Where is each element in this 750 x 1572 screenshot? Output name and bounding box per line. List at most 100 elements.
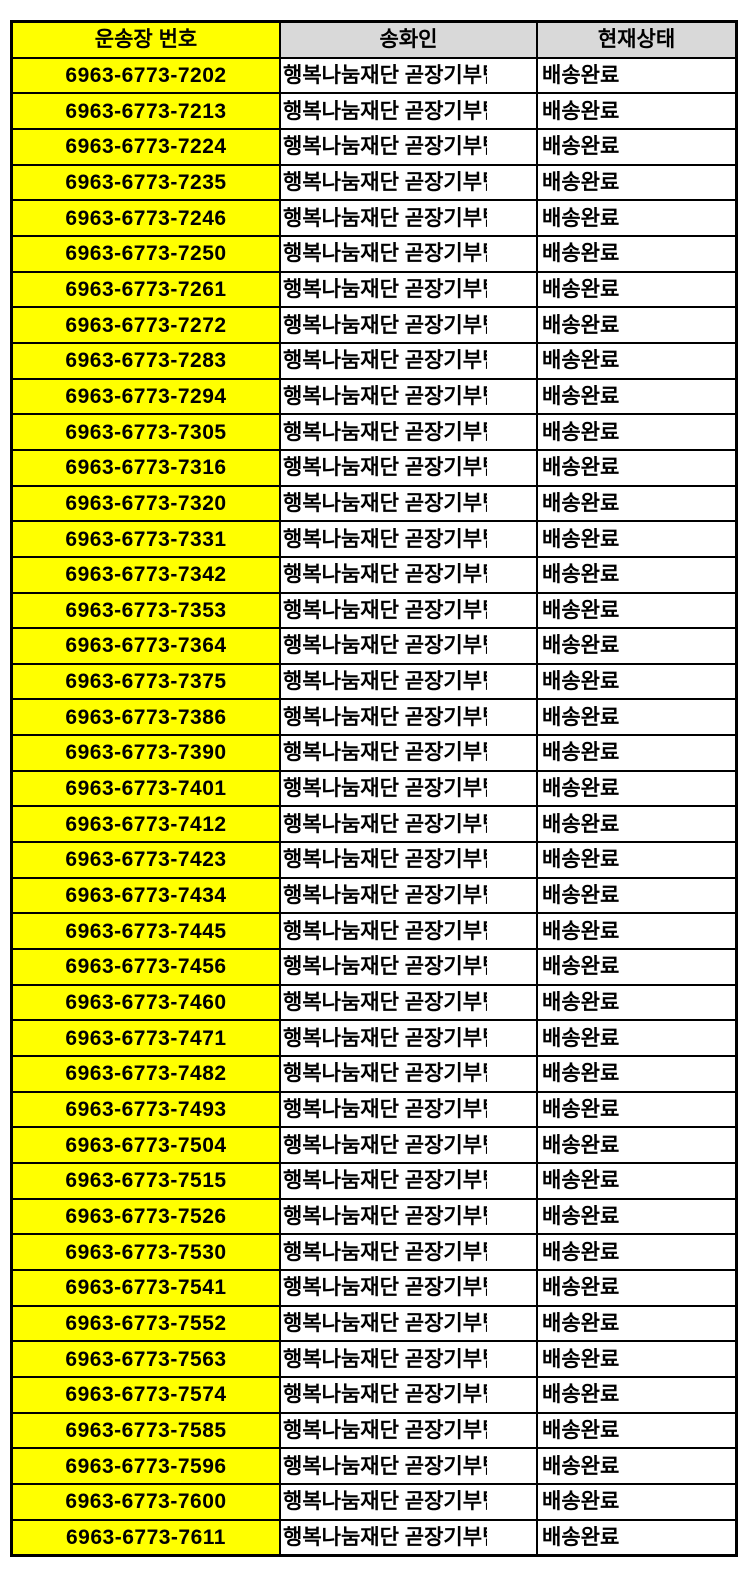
status-cell[interactable]: 배송완료 [538,843,735,877]
status-cell[interactable]: 배송완료 [538,236,735,271]
sender-cell[interactable]: 행복나눔재단 곧장기부 팀 [281,1128,536,1162]
status-cell[interactable]: 배송완료 [538,522,735,556]
sender-cell[interactable]: 행복나눔재단 곧장기부 팀 [281,308,536,342]
status-cell[interactable]: 배송완료 [538,308,735,342]
tracking-number-cell[interactable]: 6963-6773-7596 [13,1449,279,1483]
tracking-number-cell[interactable]: 6963-6773-7224 [13,129,279,164]
tracking-number-cell[interactable]: 6963-6773-7283 [13,343,279,378]
status-cell[interactable]: 배송완료 [538,1057,735,1091]
tracking-number-cell[interactable]: 6963-6773-7412 [13,807,279,842]
sender-cell[interactable]: 행복나눔재단 곧장기부 팀 [281,236,536,271]
tracking-number-cell[interactable]: 6963-6773-7600 [13,1484,279,1519]
status-cell[interactable]: 배송완료 [538,1413,735,1448]
sender-cell[interactable]: 행복나눔재단 곧장기부 팀 [281,629,536,663]
status-cell[interactable]: 배송완료 [538,94,735,128]
status-cell[interactable]: 배송완료 [538,1164,735,1198]
sender-cell[interactable]: 행복나눔재단 곧장기부 팀 [281,1520,536,1555]
status-cell[interactable]: 배송완료 [538,129,735,164]
status-cell[interactable]: 배송완료 [538,486,735,521]
status-cell[interactable]: 배송완료 [538,664,735,699]
sender-cell[interactable]: 행복나눔재단 곧장기부 팀 [281,1484,536,1519]
tracking-number-cell[interactable]: 6963-6773-7331 [13,522,279,556]
sender-cell[interactable]: 행복나눔재단 곧장기부 팀 [281,415,536,449]
sender-cell[interactable]: 행복나눔재단 곧장기부 팀 [281,486,536,521]
status-cell[interactable]: 배송완료 [538,1484,735,1519]
tracking-number-cell[interactable]: 6963-6773-7460 [13,985,279,1020]
tracking-number-cell[interactable]: 6963-6773-7342 [13,557,279,592]
tracking-number-cell[interactable]: 6963-6773-7611 [13,1520,279,1555]
tracking-number-cell[interactable]: 6963-6773-7294 [13,379,279,414]
status-cell[interactable]: 배송완료 [538,1449,735,1483]
tracking-number-cell[interactable]: 6963-6773-7246 [13,201,279,235]
status-cell[interactable]: 배송완료 [538,1306,735,1341]
sender-cell[interactable]: 행복나눔재단 곧장기부 팀 [281,736,536,770]
status-cell[interactable]: 배송완료 [538,1092,735,1127]
status-cell[interactable]: 배송완료 [538,1342,735,1376]
tracking-number-cell[interactable]: 6963-6773-7585 [13,1413,279,1448]
sender-cell[interactable]: 행복나눔재단 곧장기부 팀 [281,450,536,485]
status-cell[interactable]: 배송완료 [538,807,735,842]
tracking-number-cell[interactable]: 6963-6773-7375 [13,664,279,699]
tracking-number-cell[interactable]: 6963-6773-7316 [13,450,279,485]
status-cell[interactable]: 배송완료 [538,1021,735,1056]
sender-cell[interactable]: 행복나눔재단 곧장기부 팀 [281,878,536,913]
tracking-number-cell[interactable]: 6963-6773-7515 [13,1164,279,1198]
status-cell[interactable]: 배송완료 [538,1235,735,1269]
sender-cell[interactable]: 행복나눔재단 곧장기부 팀 [281,1092,536,1127]
tracking-number-cell[interactable]: 6963-6773-7386 [13,700,279,735]
sender-cell[interactable]: 행복나눔재단 곧장기부 팀 [281,165,536,200]
status-cell[interactable]: 배송완료 [538,557,735,592]
sender-cell[interactable]: 행복나눔재단 곧장기부 팀 [281,272,536,307]
sender-cell[interactable]: 행복나눔재단 곧장기부 팀 [281,129,536,164]
status-cell[interactable]: 배송완료 [538,1270,735,1305]
status-cell[interactable]: 배송완료 [538,201,735,235]
tracking-number-cell[interactable]: 6963-6773-7526 [13,1199,279,1234]
sender-cell[interactable]: 행복나눔재단 곧장기부 팀 [281,58,536,93]
tracking-number-cell[interactable]: 6963-6773-7401 [13,771,279,806]
sender-cell[interactable]: 행복나눔재단 곧장기부 팀 [281,771,536,806]
sender-cell[interactable]: 행복나눔재단 곧장기부 팀 [281,1270,536,1305]
status-cell[interactable]: 배송완료 [538,593,735,628]
sender-cell[interactable]: 행복나눔재단 곧장기부 팀 [281,1235,536,1269]
tracking-number-cell[interactable]: 6963-6773-7504 [13,1128,279,1162]
sender-cell[interactable]: 행복나눔재단 곧장기부 팀 [281,1164,536,1198]
tracking-number-cell[interactable]: 6963-6773-7202 [13,58,279,93]
sender-cell[interactable]: 행복나눔재단 곧장기부 팀 [281,593,536,628]
sender-cell[interactable]: 행복나눔재단 곧장기부 팀 [281,522,536,556]
header-cell-current-status[interactable]: 현재상태 [538,23,735,57]
tracking-number-cell[interactable]: 6963-6773-7482 [13,1057,279,1091]
sender-cell[interactable]: 행복나눔재단 곧장기부 팀 [281,1413,536,1448]
sender-cell[interactable]: 행복나눔재단 곧장기부 팀 [281,843,536,877]
header-cell-tracking-number[interactable]: 운송장 번호 [13,23,279,57]
sender-cell[interactable]: 행복나눔재단 곧장기부 팀 [281,557,536,592]
tracking-number-cell[interactable]: 6963-6773-7364 [13,629,279,663]
sender-cell[interactable]: 행복나눔재단 곧장기부 팀 [281,985,536,1020]
status-cell[interactable]: 배송완료 [538,343,735,378]
status-cell[interactable]: 배송완료 [538,450,735,485]
tracking-number-cell[interactable]: 6963-6773-7541 [13,1270,279,1305]
tracking-number-cell[interactable]: 6963-6773-7456 [13,950,279,984]
status-cell[interactable]: 배송완료 [538,700,735,735]
sender-cell[interactable]: 행복나눔재단 곧장기부 팀 [281,807,536,842]
sender-cell[interactable]: 행복나눔재단 곧장기부 팀 [281,1449,536,1483]
status-cell[interactable]: 배송완료 [538,1520,735,1555]
status-cell[interactable]: 배송완료 [538,1377,735,1412]
tracking-number-cell[interactable]: 6963-6773-7574 [13,1377,279,1412]
tracking-number-cell[interactable]: 6963-6773-7272 [13,308,279,342]
status-cell[interactable]: 배송완료 [538,1199,735,1234]
tracking-number-cell[interactable]: 6963-6773-7563 [13,1342,279,1376]
tracking-number-cell[interactable]: 6963-6773-7493 [13,1092,279,1127]
status-cell[interactable]: 배송완료 [538,272,735,307]
status-cell[interactable]: 배송완료 [538,415,735,449]
sender-cell[interactable]: 행복나눔재단 곧장기부 팀 [281,379,536,414]
sender-cell[interactable]: 행복나눔재단 곧장기부 팀 [281,1377,536,1412]
status-cell[interactable]: 배송완료 [538,379,735,414]
tracking-number-cell[interactable]: 6963-6773-7250 [13,236,279,271]
status-cell[interactable]: 배송완료 [538,878,735,913]
tracking-number-cell[interactable]: 6963-6773-7390 [13,736,279,770]
sender-cell[interactable]: 행복나눔재단 곧장기부 팀 [281,1021,536,1056]
status-cell[interactable]: 배송완료 [538,914,735,949]
status-cell[interactable]: 배송완료 [538,771,735,806]
sender-cell[interactable]: 행복나눔재단 곧장기부 팀 [281,664,536,699]
sender-cell[interactable]: 행복나눔재단 곧장기부 팀 [281,94,536,128]
